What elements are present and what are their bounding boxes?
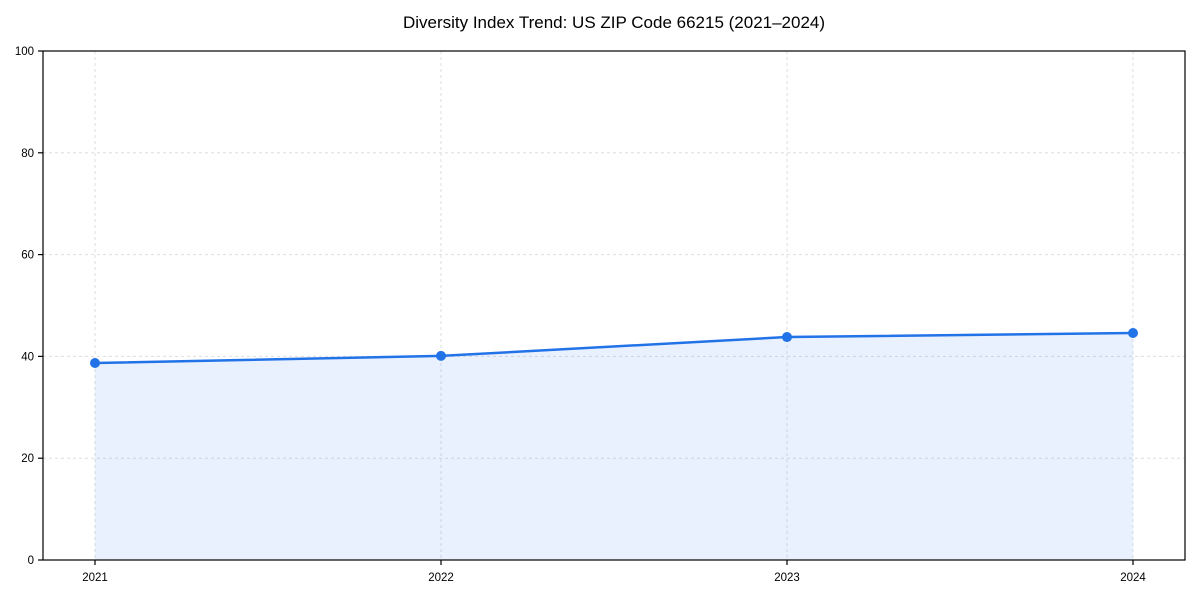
x-tick-label: 2021 <box>82 572 108 584</box>
y-tick-label: 100 <box>15 46 34 58</box>
x-tick-label: 2024 <box>1120 572 1146 584</box>
data-point <box>436 350 446 361</box>
x-tick-label: 2023 <box>774 572 800 584</box>
data-point <box>782 332 792 343</box>
y-tick-label: 20 <box>21 453 34 465</box>
chart-title: Diversity Index Trend: US ZIP Code 66215… <box>402 13 826 32</box>
data-point <box>90 358 100 369</box>
y-tick-label: 0 <box>28 555 34 567</box>
plot-border <box>42 50 1186 561</box>
data-point <box>1128 327 1138 338</box>
y-tick-label: 60 <box>21 250 34 262</box>
trend-line <box>94 331 1134 365</box>
y-tick-label: 40 <box>21 351 34 363</box>
x-tick-label: 2022 <box>428 572 454 584</box>
area-fill <box>95 332 1133 560</box>
y-tick-label: 80 <box>21 148 34 160</box>
